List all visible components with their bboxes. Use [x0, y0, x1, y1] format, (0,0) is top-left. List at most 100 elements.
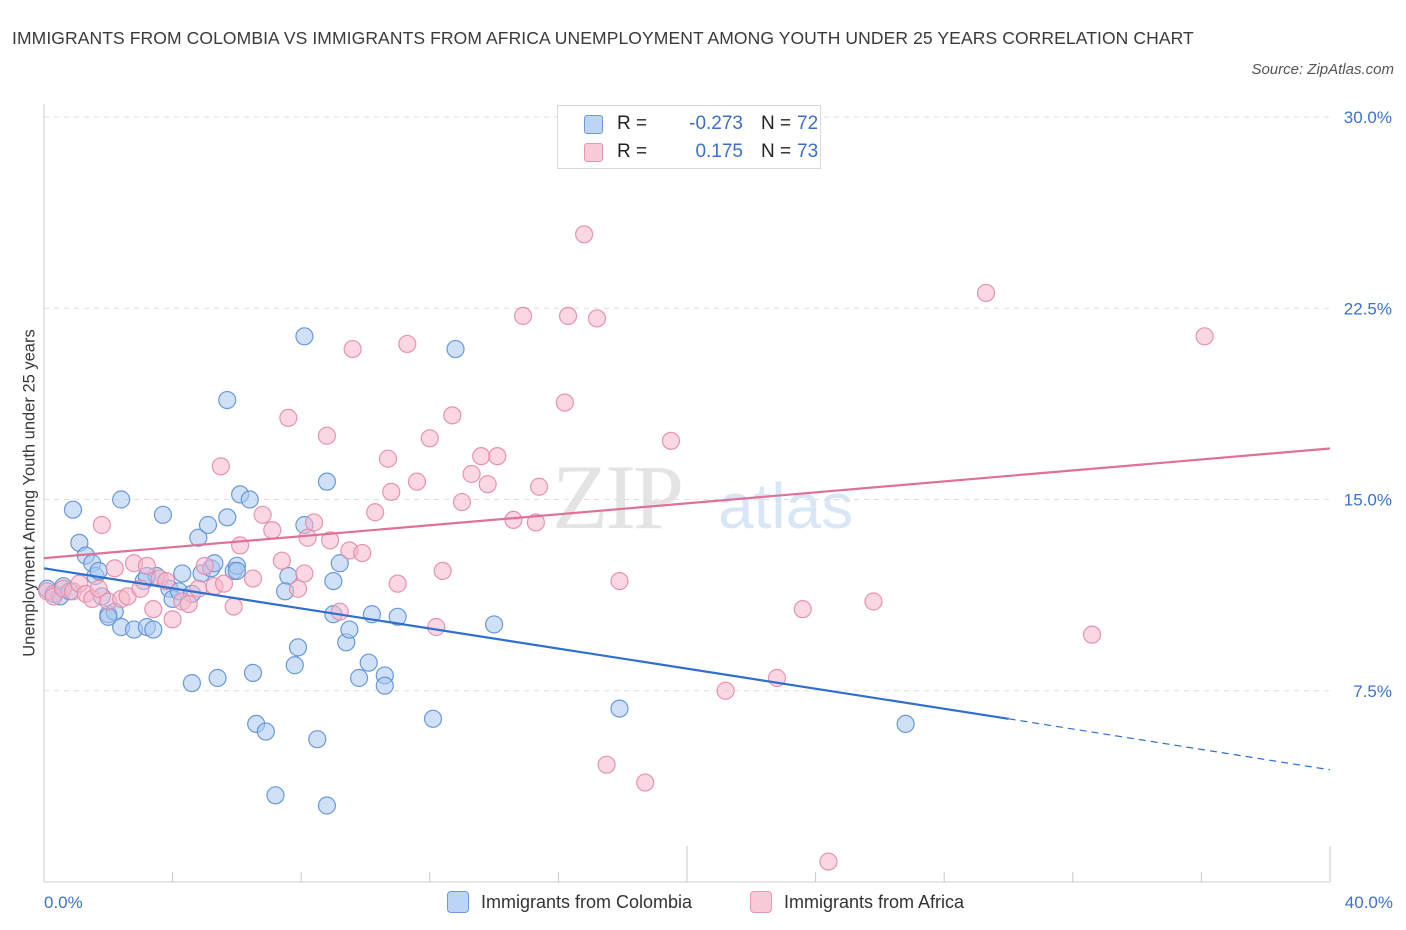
colombia-point	[375, 676, 394, 695]
africa-point	[378, 449, 398, 468]
tick-labels: 7.5% 15.0% 22.5% 30.0% 0.0% 40.0%	[44, 108, 1393, 912]
africa-point	[330, 602, 349, 621]
colombia-point	[99, 607, 118, 626]
colombia-point	[240, 490, 259, 509]
colombia-point	[144, 620, 163, 639]
axes	[43, 104, 1331, 883]
africa-point	[587, 309, 607, 328]
legend-n-label: N =	[761, 113, 792, 134]
colombia-point	[485, 615, 504, 634]
watermark-atlas: atlas	[718, 470, 853, 542]
africa-point	[555, 393, 574, 412]
africa-point	[575, 225, 594, 244]
africa-point	[462, 464, 481, 484]
colombia-point	[218, 390, 237, 410]
colombia-point	[285, 656, 304, 675]
africa-point	[304, 513, 324, 532]
colombia-point	[388, 607, 407, 626]
x-tick-label: 0.0%	[44, 893, 83, 912]
africa-point	[144, 600, 163, 619]
africa-point	[211, 457, 230, 476]
africa-point	[407, 472, 427, 491]
legend-swatch-africa	[584, 142, 603, 162]
watermark: ZIP atlas	[552, 446, 853, 548]
africa-point	[366, 503, 385, 522]
series-africa	[38, 123, 1214, 871]
source-credit: Source: ZipAtlas.com	[1251, 61, 1394, 78]
africa-point	[263, 520, 282, 540]
africa-point	[288, 579, 308, 598]
legend-swatch-colombia	[584, 114, 603, 134]
colombia-point	[317, 796, 337, 815]
africa-point	[92, 515, 111, 535]
colombia-point	[896, 714, 915, 734]
africa-point	[597, 755, 616, 774]
colombia-point	[63, 500, 83, 519]
africa-point	[382, 482, 401, 501]
africa-point	[295, 564, 314, 583]
trend-line-colombia-extension	[1008, 718, 1331, 771]
africa-point	[433, 561, 452, 581]
y-tick-label: 30.0%	[1344, 108, 1392, 127]
africa-point	[526, 513, 545, 532]
watermark-zip: ZIP	[552, 446, 681, 548]
legend-n-value: 73	[797, 141, 819, 162]
africa-point	[472, 447, 491, 466]
africa-point	[279, 408, 298, 427]
colombia-point	[256, 722, 275, 741]
colombia-point	[330, 554, 349, 573]
legend-item-africa: Immigrants from Africa	[750, 888, 964, 916]
africa-point	[343, 339, 362, 359]
africa-point	[214, 574, 234, 593]
colombia-point	[446, 339, 465, 359]
africa-point	[157, 571, 176, 591]
africa-point	[558, 306, 578, 325]
stats-legend: R = -0.273 N = 72 R = 0.175 N = 73	[557, 105, 821, 169]
colombia-point	[423, 709, 443, 728]
africa-point	[661, 431, 681, 450]
series-colombia	[38, 327, 915, 815]
legend-r-value: -0.273	[689, 113, 743, 134]
y-tick-label: 22.5%	[1344, 299, 1392, 318]
y-tick-label: 15.0%	[1344, 491, 1392, 510]
trend-line-colombia	[43, 567, 1009, 720]
africa-point	[231, 536, 250, 555]
africa-point	[243, 569, 263, 588]
africa-point	[793, 600, 812, 619]
legend-n-label: N =	[761, 141, 792, 162]
africa-point	[443, 406, 462, 425]
africa-point	[976, 283, 996, 303]
africa-point	[513, 306, 533, 325]
africa-point	[89, 579, 108, 598]
africa-point	[321, 531, 340, 550]
colombia-point	[182, 673, 201, 693]
colombia-point	[189, 528, 208, 547]
colombia-point	[208, 668, 227, 688]
africa-point	[253, 505, 272, 524]
africa-point	[353, 543, 372, 563]
africa-point	[388, 574, 407, 593]
colombia-point	[308, 730, 327, 749]
africa-point	[195, 556, 214, 575]
africa-point	[530, 477, 549, 496]
legend-r-label: R =	[617, 141, 648, 162]
legend-r-label: R =	[617, 113, 648, 134]
africa-point	[427, 617, 446, 637]
colombia-point	[266, 786, 285, 805]
legend-n-value: 72	[797, 113, 819, 134]
colombia-point	[340, 620, 359, 639]
colombia-point	[288, 638, 308, 657]
colombia-point	[349, 668, 369, 688]
africa-point	[716, 681, 735, 700]
legend-swatch-colombia	[447, 891, 469, 913]
africa-point	[610, 571, 629, 591]
africa-point	[163, 610, 182, 629]
colombia-point	[295, 327, 314, 346]
africa-point	[224, 597, 243, 616]
colombia-point	[198, 515, 218, 535]
africa-point	[398, 334, 417, 354]
legend-swatch-africa	[750, 891, 772, 913]
colombia-point	[610, 699, 629, 718]
colombia-point	[243, 663, 263, 683]
